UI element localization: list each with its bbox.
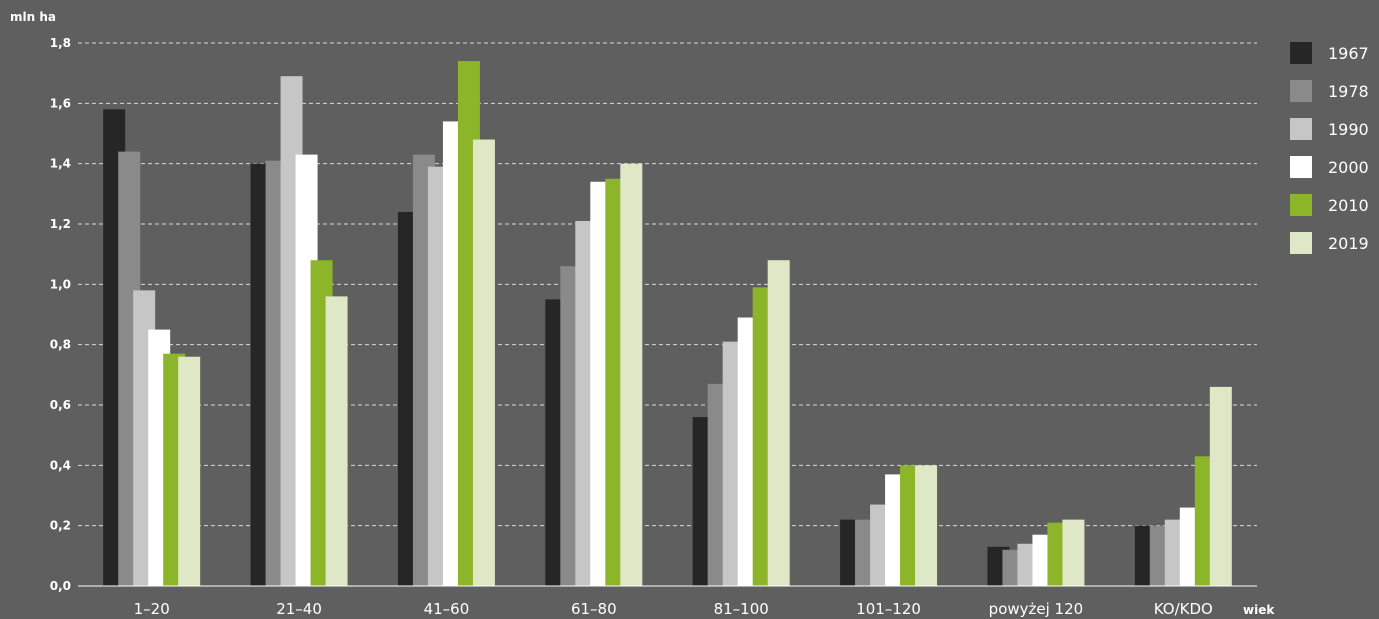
bar-2019-7: [1209, 386, 1232, 586]
bar-2019-2: [472, 139, 495, 587]
legend-swatch: [1290, 80, 1312, 102]
bar-2019-4: [767, 260, 790, 586]
x-tick-label: KO/KDO: [1154, 600, 1213, 618]
x-axis-ticks: 1–20 21–40 41–60 61–80 81–100 101–120 powyżej …: [134, 600, 1213, 618]
legend-label: 1978: [1328, 82, 1369, 101]
bar-2019-1: [325, 296, 348, 586]
legend-label: 2019: [1328, 234, 1369, 253]
y-axis-title: mln ha: [10, 10, 56, 24]
y-tick-label: 1,2: [50, 217, 71, 231]
x-tick-label: 21–40: [276, 600, 322, 618]
y-tick-label: 1,4: [50, 157, 71, 171]
x-axis-title: wiek: [1243, 603, 1275, 617]
y-tick-label: 1,8: [50, 36, 71, 50]
legend-label: 1990: [1328, 120, 1369, 139]
bar-2019-0: [178, 356, 201, 586]
bar-2019-3: [620, 163, 643, 586]
y-tick-label: 0,4: [50, 458, 71, 472]
x-tick-label: 101–120: [856, 600, 921, 618]
y-tick-label: 0,0: [50, 579, 71, 593]
y-tick-label: 0,8: [50, 338, 71, 352]
legend-swatch: [1290, 118, 1312, 140]
y-tick-label: 1,6: [50, 96, 71, 110]
legend-swatch: [1290, 232, 1312, 254]
legend-label: 2000: [1328, 158, 1369, 177]
legend: 1967 1978 1990 2000 2010 2019: [1290, 42, 1369, 254]
y-tick-label: 0,6: [50, 398, 71, 412]
legend-swatch: [1290, 42, 1312, 64]
bar-2019-6: [1062, 519, 1085, 586]
x-tick-label: 61–80: [571, 600, 617, 618]
legend-swatch: [1290, 156, 1312, 178]
bar-2019-5: [915, 465, 938, 586]
y-axis-ticks: 0,0 0,2 0,4 0,6 0,8 1,0 1,2 1,4 1,6 1,8: [50, 36, 71, 593]
bars: [103, 61, 1232, 587]
legend-label: 2010: [1328, 196, 1369, 215]
x-tick-label: 1–20: [134, 600, 170, 618]
legend-label: 1967: [1328, 44, 1369, 63]
legend-swatch: [1290, 194, 1312, 216]
y-tick-label: 1,0: [50, 277, 71, 291]
x-tick-label: 81–100: [714, 600, 769, 618]
x-tick-label: powyżej 120: [989, 600, 1084, 618]
y-tick-label: 0,2: [50, 519, 71, 533]
x-tick-label: 41–60: [424, 600, 470, 618]
